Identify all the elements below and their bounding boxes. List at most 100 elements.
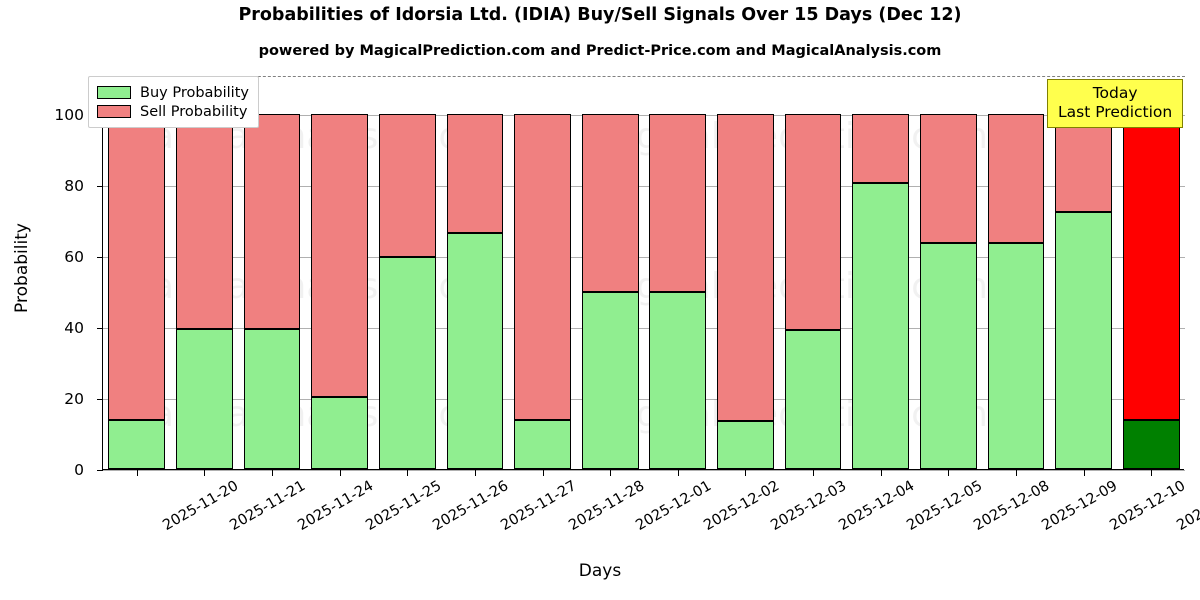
chart-title: Probabilities of Idorsia Ltd. (IDIA) Buy… xyxy=(238,5,962,25)
x-tick-mark xyxy=(339,470,341,476)
y-axis-title: Probability xyxy=(12,223,32,313)
bar-group[interactable] xyxy=(852,75,910,469)
bar-segment-sell[interactable] xyxy=(987,114,1045,243)
legend-label: Buy Probability xyxy=(140,84,249,101)
bar-group[interactable] xyxy=(108,75,166,469)
bar-group[interactable] xyxy=(919,75,977,469)
x-tick-label: 2025-12-02 xyxy=(701,478,783,534)
bar-segment-sell[interactable] xyxy=(784,114,842,330)
gridline-y-0 xyxy=(103,470,1185,471)
x-tick-label: 2025-12-04 xyxy=(836,478,918,534)
bar-segment-buy[interactable] xyxy=(717,420,774,469)
y-axis-tick-labels: 0 20 40 60 80 100 xyxy=(0,76,94,479)
x-tick-mark xyxy=(136,470,138,476)
bar-segment-sell[interactable] xyxy=(514,114,571,420)
plot-area: MagicalAnalysis.comMagicalPrediction.com… xyxy=(97,75,1185,476)
bar-segment-buy[interactable] xyxy=(1122,419,1180,469)
legend-swatch xyxy=(97,105,131,118)
bar-group[interactable] xyxy=(1055,75,1112,469)
bar-segment-buy[interactable] xyxy=(784,329,842,469)
x-tick-label: 2025-12-10 xyxy=(1106,478,1188,534)
bar-group[interactable] xyxy=(987,75,1045,469)
x-tick-mark xyxy=(407,470,409,476)
x-tick-label: 2025-11-26 xyxy=(430,478,512,534)
bar-segment-sell[interactable] xyxy=(378,114,436,258)
x-tick-label: 2025-12-03 xyxy=(768,478,850,534)
bar-group[interactable] xyxy=(176,75,233,469)
x-tick-mark xyxy=(272,470,274,476)
x-tick-mark xyxy=(1015,470,1017,476)
bar-segment-buy[interactable] xyxy=(1055,211,1112,469)
x-tick-label: 2025-11-21 xyxy=(227,478,309,534)
x-tick-label: 2025-11-20 xyxy=(160,478,242,534)
x-axis-title: Days xyxy=(578,561,622,581)
bar-segment-buy[interactable] xyxy=(243,328,301,469)
bar-segment-sell[interactable] xyxy=(649,114,707,292)
bar-group[interactable] xyxy=(446,75,504,469)
today-annotation: Today Last Prediction xyxy=(1047,79,1184,128)
bar-segment-buy[interactable] xyxy=(649,291,707,469)
bar-segment-buy[interactable] xyxy=(311,397,369,469)
x-tick-mark xyxy=(1151,470,1153,476)
bar-group[interactable] xyxy=(581,75,639,469)
x-tick-mark xyxy=(610,470,612,476)
bar-segment-buy[interactable] xyxy=(852,183,910,469)
bar-group[interactable] xyxy=(784,75,842,469)
bar-segment-buy[interactable] xyxy=(108,419,166,469)
bar-segment-buy[interactable] xyxy=(378,257,436,469)
x-tick-label: 2025-12-05 xyxy=(903,478,985,534)
bar-segment-buy[interactable] xyxy=(514,419,571,469)
x-tick-label: 2025-11-28 xyxy=(565,478,647,534)
legend-item: Buy Probability xyxy=(97,83,249,102)
bar-segment-buy[interactable] xyxy=(446,233,504,469)
bar-segment-sell[interactable] xyxy=(1055,114,1112,212)
legend-item: Sell Probability xyxy=(97,102,249,121)
x-tick-label: 2025-11-27 xyxy=(498,478,580,534)
bar-segment-sell[interactable] xyxy=(852,114,910,184)
x-tick-mark xyxy=(204,470,206,476)
bar-segment-sell[interactable] xyxy=(176,114,233,329)
chart-legend: Buy Probability Sell Probability xyxy=(88,76,259,128)
x-tick-label: 2025-12-08 xyxy=(971,478,1053,534)
x-tick-mark xyxy=(813,470,815,476)
bar-group[interactable] xyxy=(717,75,774,469)
y-tick-mark-20 xyxy=(97,399,103,400)
x-tick-label: 2025-11-24 xyxy=(295,478,377,534)
x-tick-label: 2025-11-25 xyxy=(362,478,444,534)
y-tick-mark-80 xyxy=(97,186,103,188)
bar-segment-buy[interactable] xyxy=(176,328,233,469)
bar-segment-buy[interactable] xyxy=(581,291,639,469)
bar-segment-sell[interactable] xyxy=(717,114,774,421)
chart-subtitle: powered by MagicalPrediction.com and Pre… xyxy=(258,43,942,59)
legend-label: Sell Probability xyxy=(140,103,248,120)
legend-swatch xyxy=(97,86,131,99)
today-annotation-line2: Last Prediction xyxy=(1058,103,1173,121)
bar-segment-buy[interactable] xyxy=(919,242,977,469)
bar-segment-sell[interactable] xyxy=(919,114,977,243)
y-tick-mark-60 xyxy=(97,257,103,259)
bar-segment-sell[interactable] xyxy=(311,114,369,398)
bar-segment-sell[interactable] xyxy=(581,114,639,292)
bar-group[interactable] xyxy=(514,75,571,469)
y-tick-label-40: 40 xyxy=(64,319,84,338)
bar-segment-sell[interactable] xyxy=(108,114,166,420)
x-tick-mark xyxy=(948,470,950,476)
x-tick-mark xyxy=(880,470,882,476)
x-tick-label: 2025-12-09 xyxy=(1039,478,1121,534)
y-tick-mark-0 xyxy=(97,470,103,471)
bar-segment-sell[interactable] xyxy=(243,114,301,329)
bar-group[interactable] xyxy=(378,75,436,469)
x-tick-mark xyxy=(474,470,476,476)
bar-group[interactable] xyxy=(649,75,707,469)
y-tick-label-0: 0 xyxy=(74,461,84,479)
y-tick-mark-40 xyxy=(97,328,103,330)
bar-group[interactable] xyxy=(243,75,301,469)
bar-group[interactable] xyxy=(311,75,369,469)
x-tick-mark xyxy=(542,470,544,476)
bar-group[interactable] xyxy=(1122,75,1180,469)
bar-segment-sell[interactable] xyxy=(1122,114,1180,420)
bar-segment-buy[interactable] xyxy=(987,242,1045,469)
bar-segment-sell[interactable] xyxy=(446,114,504,234)
x-tick-mark xyxy=(677,470,679,476)
